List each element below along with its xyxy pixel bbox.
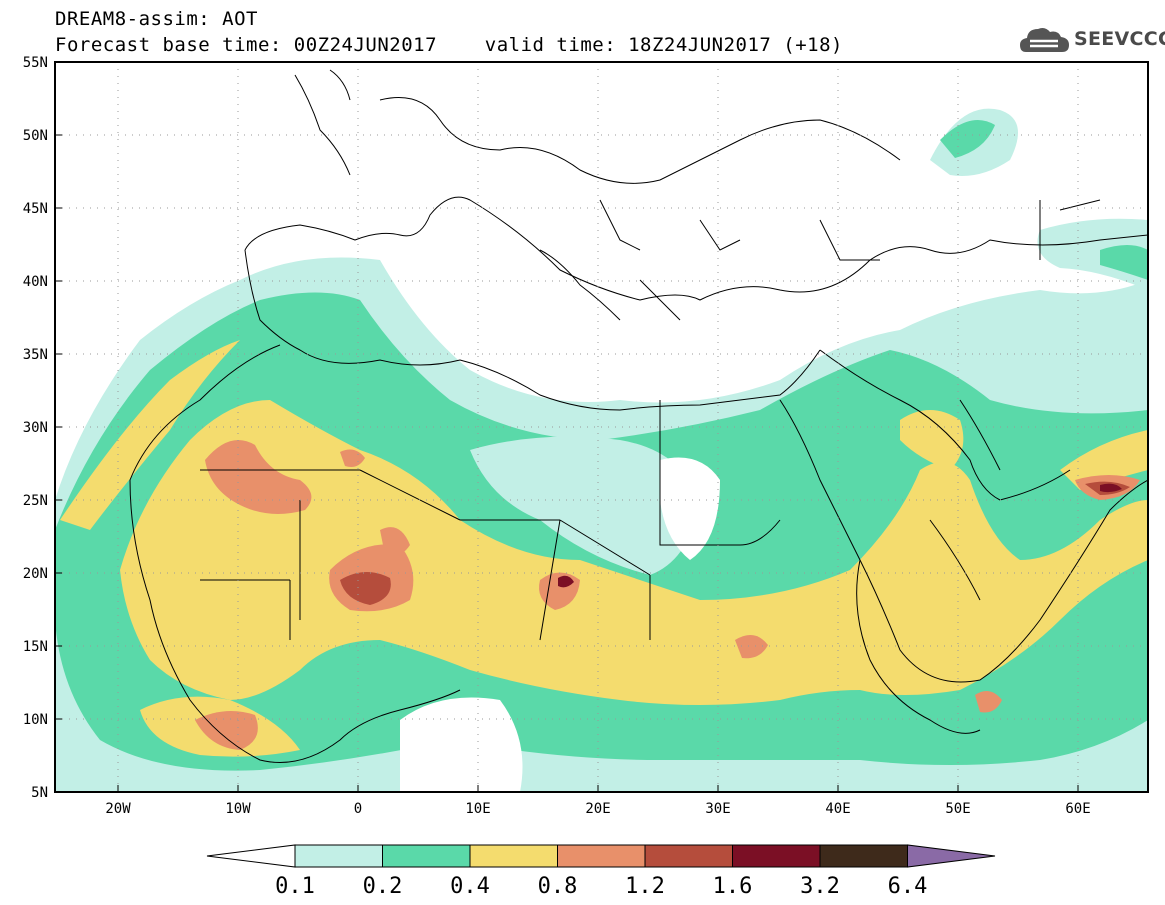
lat-label: 45N xyxy=(23,201,48,217)
aot-contour-1-6b xyxy=(1100,483,1122,493)
lon-label: 0 xyxy=(354,801,362,817)
legend-threshold-label: 0.2 xyxy=(363,874,403,899)
map-title: DREAM8-assim: AOT xyxy=(55,8,258,30)
lat-label: 35N xyxy=(23,347,48,363)
lat-label: 20N xyxy=(23,566,48,582)
legend-threshold-label: 1.2 xyxy=(625,874,665,899)
longitude-labels: 20W 10W 0 10E 20E 30E 40E 50E 60E xyxy=(105,801,1090,817)
aot-contour-0-4-east xyxy=(1060,430,1148,490)
aot-hole-egypt xyxy=(470,436,700,575)
lat-label: 15N xyxy=(23,639,48,655)
lat-label: 10N xyxy=(23,712,48,728)
legend-swatch xyxy=(294,844,383,868)
lon-label: 60E xyxy=(1065,801,1090,817)
axis-ticks xyxy=(55,61,1079,793)
legend-swatch xyxy=(469,844,558,868)
lon-label: 40E xyxy=(825,801,850,817)
legend-swatch xyxy=(382,844,471,868)
lat-label: 50N xyxy=(23,128,48,144)
aot-contour-0-8h xyxy=(975,691,1002,713)
lon-label: 50E xyxy=(945,801,970,817)
legend-swatch xyxy=(644,844,733,868)
aot-contour-0-8e xyxy=(195,711,258,750)
lon-label: 10W xyxy=(225,801,251,817)
forecast-time-line: Forecast base time: 00Z24JUN2017 valid t… xyxy=(55,34,843,56)
seevccc-logo: SEEVCCC xyxy=(1018,22,1165,58)
aot-contour-0-8c xyxy=(380,527,410,557)
logo-text: SEEVCCC xyxy=(1074,28,1165,50)
lat-label: 25N xyxy=(23,493,48,509)
lat-label: 40N xyxy=(23,274,48,290)
legend-swatch xyxy=(732,844,821,868)
aot-contour-1-2 xyxy=(340,571,391,605)
cloud-icon xyxy=(1020,28,1069,52)
legend-threshold-label: 0.4 xyxy=(450,874,490,899)
legend-swatch xyxy=(557,844,646,868)
lat-label: 30N xyxy=(23,420,48,436)
aot-contour-0-4-gulf xyxy=(900,410,964,470)
legend-threshold-label: 3.2 xyxy=(800,874,840,899)
aot-contour-0-8f xyxy=(735,635,768,659)
lon-label: 10E xyxy=(465,801,490,817)
coastlines xyxy=(129,69,1148,763)
lon-label: 30E xyxy=(705,801,730,817)
aot-contour-0-4-west xyxy=(60,340,240,530)
legend-arrow-low xyxy=(206,844,296,868)
legend-threshold-label: 1.6 xyxy=(713,874,753,899)
lon-label: 20E xyxy=(585,801,610,817)
aot-contour-0-2c xyxy=(1100,245,1148,280)
latitude-labels: 55N 50N 45N 40N 35N 30N 25N 20N 15N 10N … xyxy=(23,55,48,801)
graticule xyxy=(55,62,1148,792)
legend-threshold-label: 6.4 xyxy=(888,874,928,899)
aot-contour-0-8 xyxy=(205,440,312,514)
lon-label: 20W xyxy=(105,801,131,817)
legend-threshold-label: 0.1 xyxy=(275,874,315,899)
legend-threshold-label: 0.8 xyxy=(538,874,578,899)
lat-label: 5N xyxy=(31,785,48,801)
aot-clear-guinea xyxy=(400,697,523,792)
color-legend: 0.1 0.2 0.4 0.8 1.2 1.6 3.2 6.4 xyxy=(206,844,996,899)
aot-contour-0-2b xyxy=(940,120,995,158)
aot-hole-egypt-white xyxy=(660,457,720,560)
legend-swatch xyxy=(819,844,908,868)
lat-label: 55N xyxy=(23,55,48,71)
aot-contour-1-6 xyxy=(558,575,574,588)
legend-arrow-high xyxy=(907,844,996,868)
aot-contour-0-1c xyxy=(1037,218,1148,290)
aot-contour-0-8i xyxy=(340,449,365,467)
